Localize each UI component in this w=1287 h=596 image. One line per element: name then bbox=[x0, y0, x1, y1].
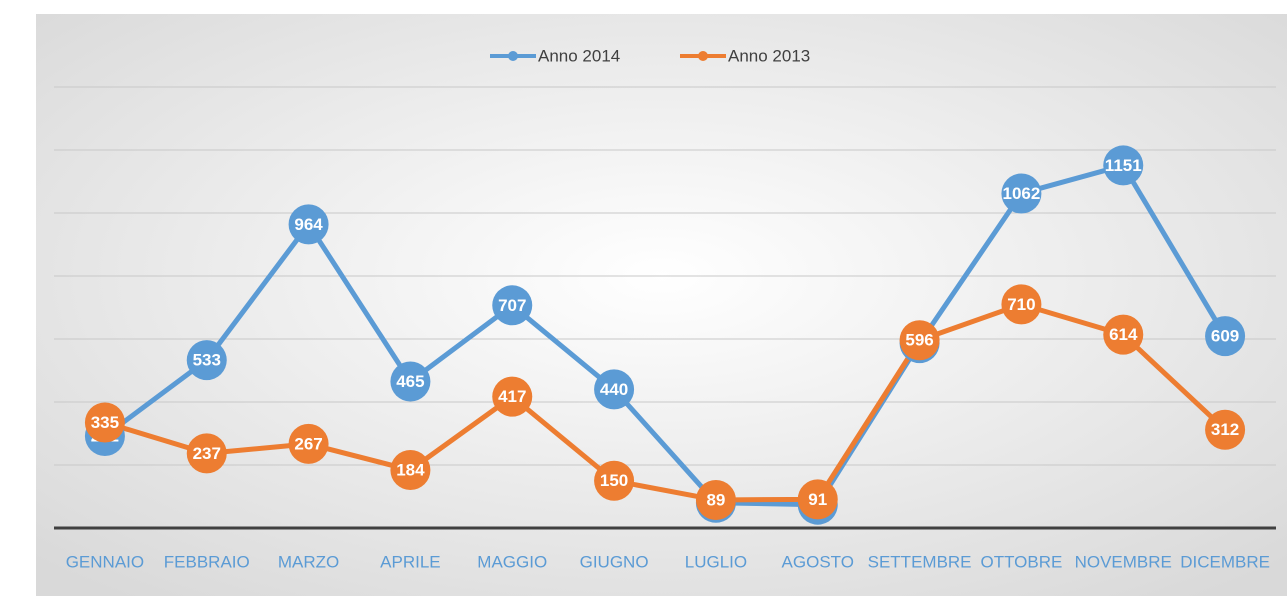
x-tick-label: OTTOBRE bbox=[980, 552, 1062, 571]
data-label: 184 bbox=[396, 461, 425, 480]
legend-label: Anno 2013 bbox=[728, 46, 810, 65]
data-label: 440 bbox=[600, 380, 628, 399]
data-label: 89 bbox=[706, 490, 725, 509]
data-point bbox=[1103, 314, 1144, 355]
data-label: 91 bbox=[808, 490, 827, 509]
x-tick-label: DICEMBRE bbox=[1180, 552, 1270, 571]
data-label: 237 bbox=[193, 444, 221, 463]
data-point bbox=[1001, 284, 1042, 325]
data-point bbox=[797, 479, 838, 520]
data-point bbox=[186, 340, 227, 381]
data-point bbox=[390, 361, 431, 402]
data-label: 465 bbox=[396, 372, 424, 391]
x-tick-label: MAGGIO bbox=[477, 552, 547, 571]
data-point bbox=[1103, 145, 1144, 186]
data-label: 150 bbox=[600, 471, 628, 490]
data-point bbox=[594, 369, 635, 410]
data-point bbox=[84, 402, 125, 443]
data-label: 614 bbox=[1109, 325, 1138, 344]
x-tick-label: FEBBRAIO bbox=[164, 552, 250, 571]
data-point bbox=[1001, 173, 1042, 214]
x-tick-label: LUGLIO bbox=[685, 552, 747, 571]
x-tick-label: GENNAIO bbox=[66, 552, 144, 571]
x-tick-label: GIUGNO bbox=[580, 552, 649, 571]
data-label: 596 bbox=[905, 331, 933, 350]
x-tick-label: SETTEMBRE bbox=[868, 552, 972, 571]
data-label: 1151 bbox=[1105, 156, 1142, 175]
legend-label: Anno 2014 bbox=[538, 46, 620, 65]
x-tick-label: MARZO bbox=[278, 552, 339, 571]
chart-area bbox=[36, 14, 1287, 596]
data-label: 335 bbox=[91, 413, 119, 432]
data-point bbox=[1205, 409, 1246, 450]
x-tick-label: APRILE bbox=[380, 552, 440, 571]
x-tick-label: AGOSTO bbox=[782, 552, 854, 571]
data-label: 609 bbox=[1211, 327, 1239, 346]
data-point bbox=[594, 460, 635, 501]
data-label: 1062 bbox=[1003, 184, 1041, 203]
data-point bbox=[186, 433, 227, 474]
data-point bbox=[288, 204, 329, 245]
data-point bbox=[492, 376, 533, 417]
legend-marker bbox=[508, 51, 518, 61]
data-point bbox=[288, 423, 329, 464]
data-point bbox=[1205, 316, 1246, 357]
data-point bbox=[899, 320, 940, 361]
legend-marker bbox=[698, 51, 708, 61]
data-label: 710 bbox=[1007, 295, 1035, 314]
data-point bbox=[492, 285, 533, 326]
data-point bbox=[390, 450, 431, 491]
data-label: 533 bbox=[193, 351, 221, 370]
data-point bbox=[695, 479, 736, 520]
data-label: 964 bbox=[294, 215, 323, 234]
data-label: 417 bbox=[498, 387, 526, 406]
x-tick-label: NOVEMBRE bbox=[1075, 552, 1172, 571]
data-label: 312 bbox=[1211, 420, 1239, 439]
data-label: 267 bbox=[294, 434, 322, 453]
data-label: 707 bbox=[498, 296, 526, 315]
